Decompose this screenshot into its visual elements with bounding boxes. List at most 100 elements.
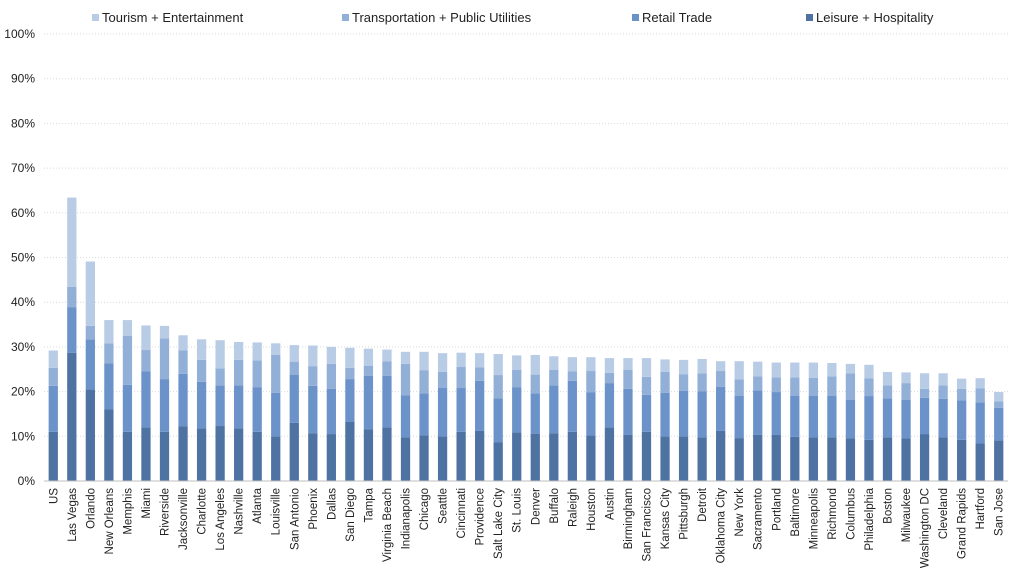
bar-segment [85,325,95,340]
x-tick-label: Riverside [160,488,172,536]
x-tick-label: San Jose [994,488,1006,536]
bar-segment [326,363,336,389]
bar-segment [234,428,244,481]
bar-segment [419,351,429,371]
bar-segment [994,440,1004,481]
x-tick-label: Washington DC [920,488,932,568]
x-tick-label: Kansas City [660,488,672,550]
bar-segment [493,398,503,443]
bar-segment [586,435,596,481]
x-tick-label: Philadelphia [864,487,876,550]
bar-segment [271,392,281,437]
bar-segment [567,371,577,381]
x-tick-label: Nashville [234,488,246,535]
bar-segment [586,357,596,372]
bar-segment [271,343,281,355]
x-tick-label: Boston [883,488,895,524]
bar-segment [771,392,781,435]
bar-segment [159,379,170,432]
bar-segment [493,354,503,376]
bar-segment [641,358,652,377]
bar-segment [196,339,207,360]
bar-segment [85,339,95,390]
bar-segment [604,427,615,481]
bar-segment [363,375,374,430]
bar-segment [864,364,874,379]
legend-swatch [342,14,349,21]
x-tick-label: Chicago [419,488,431,530]
bar-segment [808,377,818,396]
bar-segment [975,402,985,444]
bar-segment [252,360,262,388]
bar-segment [67,197,77,288]
bar-segment [159,338,170,380]
x-tick-label: Houston [586,488,598,531]
bar-segment [827,376,837,396]
x-tick-label: Louisville [271,488,283,535]
bar-segment [660,359,670,372]
bar-segment [512,369,522,388]
bar-segment [697,391,707,438]
bar-segment [419,370,429,394]
x-tick-label: Birmingham [623,488,635,549]
bar-segment [196,381,207,429]
bar-segment [308,433,318,481]
bar-segment [141,350,151,372]
bar-segment [808,437,818,481]
bar-segment [437,436,448,481]
bar-segment [234,341,244,360]
bar-segment [753,434,763,481]
x-tick-label: Memphis [122,488,134,535]
bar-segment [382,349,392,362]
x-tick-label: Cleveland [938,488,950,539]
x-tick-label: Charlotte [197,488,209,535]
bar-segment [586,371,596,393]
x-tick-label: Pittsburgh [679,488,691,540]
legend-swatch [806,14,813,21]
bar-segment [734,361,744,380]
bar-segment [85,389,95,481]
bar-segment [771,377,781,393]
bar-segment [289,345,299,362]
bar-segment [604,383,615,428]
bar-segment [567,357,577,372]
bar-segment [975,378,985,389]
bar-segment [771,434,781,481]
bar-segment [808,395,818,438]
legend-swatch [632,14,639,21]
bar-segment [456,367,466,389]
bar-segment [475,353,485,368]
bar-segment [827,362,837,377]
bar-segment [345,379,355,422]
x-tick-label: Buffalo [549,488,561,524]
bar-segment [678,390,689,437]
bar-segment [196,428,207,481]
bar-segment [716,386,726,431]
bar-segment [419,435,429,481]
bar-segment [882,437,893,481]
bar-segment [901,372,911,384]
bar-segment [753,376,763,391]
bar-segment [882,385,893,399]
bar-segment [234,359,244,386]
bar-segment [827,437,837,481]
bar-segment [437,353,448,372]
bar-segment [938,437,948,481]
bar-segment [141,325,151,351]
bar-segment [67,287,77,308]
bar-segment [901,399,911,439]
bar-segment [567,431,577,481]
bar-segment [308,366,318,386]
bar-segment [308,345,318,367]
x-tick-label: Las Vegas [67,488,79,542]
bar-segment [753,390,763,435]
bar-segment [252,342,262,361]
bar-segment [808,362,818,378]
bar-segment [215,385,225,427]
x-tick-label: Milwaukee [901,488,913,542]
bar-segment [919,434,930,481]
bar-segment [271,354,281,393]
bar-segment [363,429,374,481]
bar-segment [697,437,707,481]
bar-segment [882,398,893,438]
